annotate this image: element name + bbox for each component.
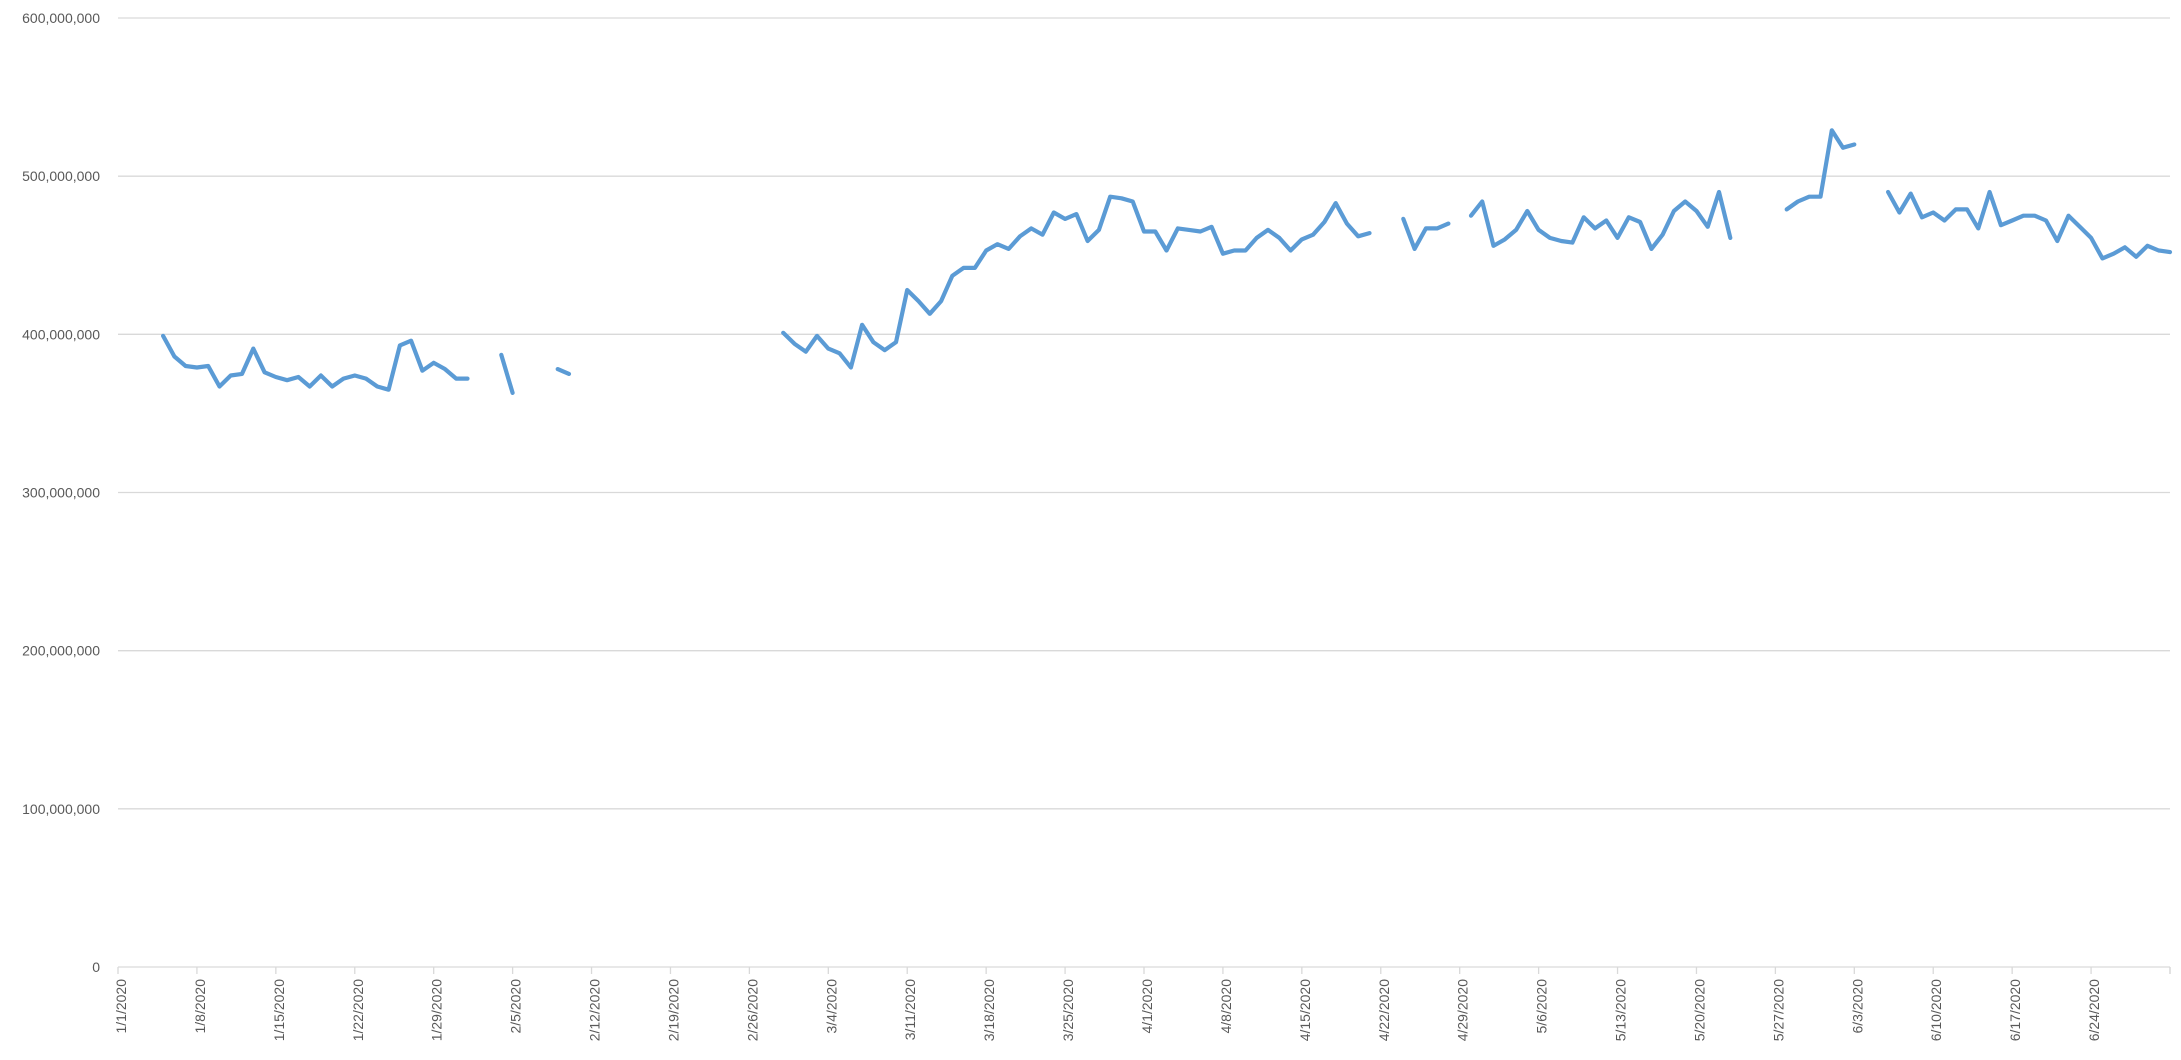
x-tick-label: 2/5/2020 xyxy=(508,979,524,1034)
series-line-segment xyxy=(1885,189,2173,261)
x-tick-label: 1/29/2020 xyxy=(429,979,445,1041)
x-axis: 1/1/2020 1/8/2020 1/15/2020 1/22/2020 1/29/2… xyxy=(113,966,2171,1041)
x-tick-label: 6/17/2020 xyxy=(2007,979,2023,1041)
x-tick-label: 2/26/2020 xyxy=(744,979,760,1041)
y-axis-tick-labels: 0 100,000,000 200,000,000 300,000,000 400,00… xyxy=(22,10,100,975)
x-tick-label: 2/12/2020 xyxy=(587,979,603,1041)
x-tick-label: 1/15/2020 xyxy=(271,979,287,1041)
x-tick-label: 4/15/2020 xyxy=(1297,979,1313,1041)
x-tick-label: 5/13/2020 xyxy=(1613,979,1629,1041)
x-tick-label: 1/1/2020 xyxy=(113,979,129,1034)
series-line-segment xyxy=(1468,189,1733,251)
y-tick-label: 400,000,000 xyxy=(22,326,100,342)
x-tick-label: 3/4/2020 xyxy=(823,979,839,1034)
series-line-segment xyxy=(499,352,515,395)
x-tick-label: 3/18/2020 xyxy=(981,979,997,1041)
x-tick-label: 4/22/2020 xyxy=(1376,979,1392,1041)
series-line-segment xyxy=(161,333,470,392)
x-tick-label: 6/10/2020 xyxy=(1928,979,1944,1041)
y-tick-label: 0 xyxy=(92,959,100,975)
x-tick-label: 2/19/2020 xyxy=(665,979,681,1041)
y-tick-label: 100,000,000 xyxy=(22,801,100,817)
y-tick-label: 300,000,000 xyxy=(22,485,100,501)
x-tick-label: 1/8/2020 xyxy=(192,979,208,1034)
series-line-segment xyxy=(555,367,572,376)
x-tick-label: 6/24/2020 xyxy=(2086,979,2102,1041)
y-tick-label: 200,000,000 xyxy=(22,643,100,659)
x-tick-label: 4/1/2020 xyxy=(1139,979,1155,1034)
x-tick-label: 3/11/2020 xyxy=(902,979,918,1040)
series-line-segment xyxy=(1784,128,1857,212)
y-tick-label: 600,000,000 xyxy=(22,10,100,26)
x-tick-label: 5/20/2020 xyxy=(1691,979,1707,1041)
x-tick-label: 4/29/2020 xyxy=(1455,979,1471,1041)
x-tick-label: 4/8/2020 xyxy=(1218,979,1234,1034)
series-line-segment xyxy=(1401,216,1451,251)
x-tick-label: 1/22/2020 xyxy=(350,979,366,1041)
x-tick-label: 5/27/2020 xyxy=(1770,979,1786,1041)
x-tick-label: 5/6/2020 xyxy=(1534,979,1550,1034)
x-tick-label: 3/25/2020 xyxy=(1060,979,1076,1041)
y-tick-label: 500,000,000 xyxy=(22,168,100,184)
series-line-segment xyxy=(781,194,1372,370)
x-tick-label: 6/3/2020 xyxy=(1849,979,1865,1034)
series-line xyxy=(161,128,2173,395)
gridlines xyxy=(118,17,2170,810)
